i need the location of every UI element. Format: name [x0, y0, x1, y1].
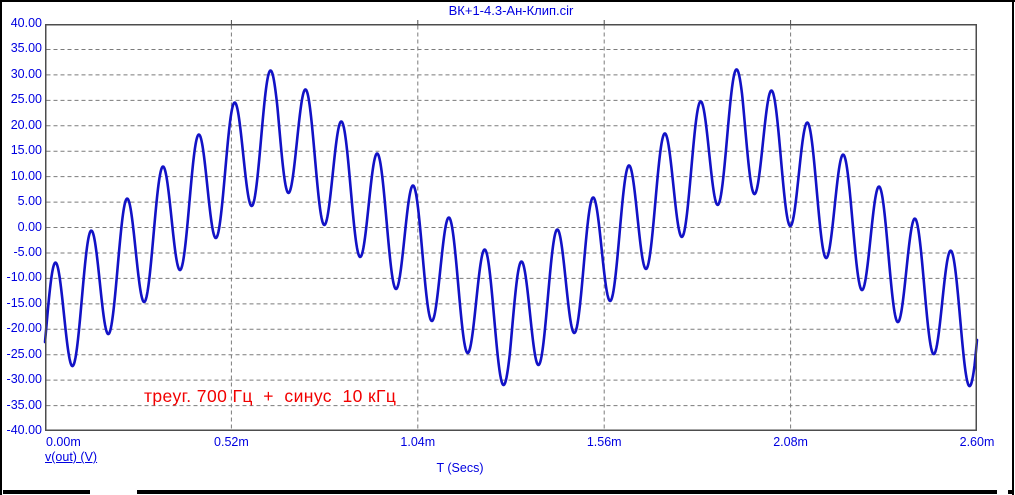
- y-axis-tick-label: -5.00: [13, 244, 43, 259]
- trace-label-link[interactable]: v(out) (V): [45, 450, 98, 464]
- annotation-text: треуг. 700 Гц + синус 10 кГц: [144, 386, 397, 406]
- x-axis-tick-label: 2.08m: [773, 435, 808, 449]
- waveform-trace: [43, 68, 979, 388]
- y-axis-tick-label: -25.00: [6, 346, 42, 361]
- y-axis-tick-label: -30.00: [6, 372, 42, 387]
- bottom-panel-edge: [137, 490, 997, 494]
- axis-tick-marks: [230, 20, 792, 24]
- y-axis-tick-label: 30.00: [10, 66, 42, 81]
- y-axis-tick-label: -40.00: [6, 423, 42, 437]
- y-axis-tick-label: -15.00: [6, 295, 42, 310]
- y-axis-tick-label: 40.00: [10, 16, 42, 30]
- bottom-panel-edge: [1008, 490, 1012, 494]
- x-axis-tick-label: 1.04m: [400, 435, 436, 449]
- y-axis-tick-label: 35.00: [10, 41, 42, 56]
- window-border-left: [0, 0, 2, 495]
- y-axis-tick-label: 0.00: [17, 219, 42, 234]
- plot-area: [43, 20, 979, 431]
- y-axis-tick-label: 5.00: [17, 194, 42, 209]
- x-axis-tick-label: 2.60m: [959, 435, 995, 449]
- x-axis-title: T (Secs): [436, 461, 484, 475]
- window-border-top: [0, 0, 1015, 2]
- y-axis-tick-label: 25.00: [10, 92, 42, 107]
- plot-frame: [45, 24, 977, 431]
- y-axis-tick-label: 20.00: [10, 117, 42, 132]
- x-axis-tick-label: 0.00m: [46, 435, 81, 449]
- y-axis-tick-label: 15.00: [10, 143, 42, 158]
- bottom-panel-edge: [3, 490, 90, 494]
- x-axis-tick-label: 1.56m: [586, 435, 622, 449]
- y-axis-tick-label: -35.00: [6, 397, 42, 412]
- y-axis-tick-label: -10.00: [6, 270, 42, 285]
- y-axis-tick-label: -20.00: [6, 321, 42, 336]
- x-axis-tick-label: 0.52m: [214, 435, 249, 449]
- chart-title: ВК+1-4.3-Ан-Клип.cir: [448, 3, 574, 18]
- y-axis-tick-label: 10.00: [10, 168, 42, 183]
- window-border-right: [1012, 0, 1014, 495]
